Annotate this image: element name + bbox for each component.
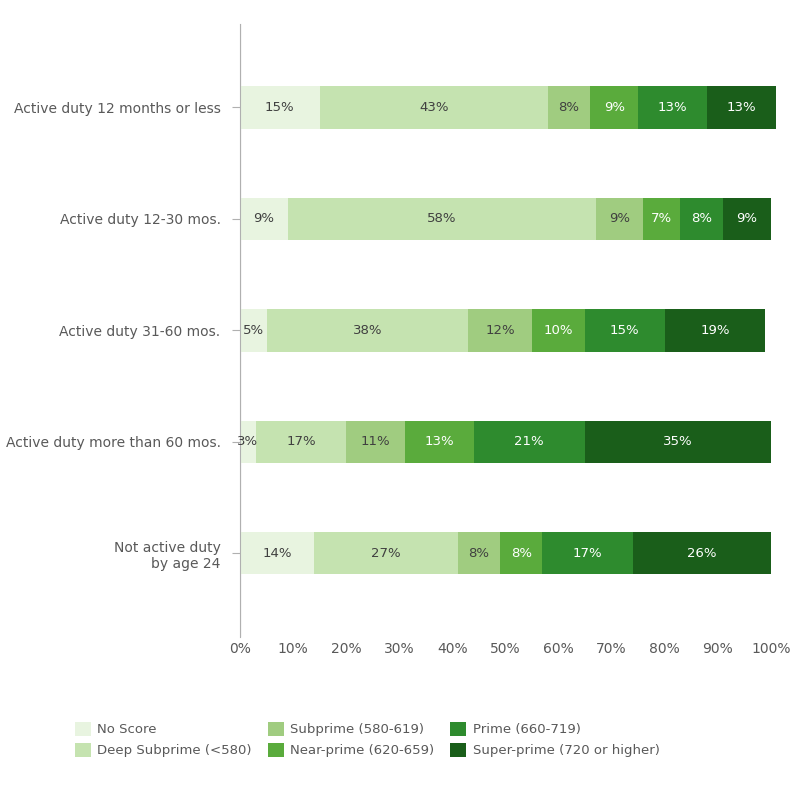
Text: 9%: 9% [736,213,758,225]
Bar [474,420,585,463]
Text: 13%: 13% [658,101,687,114]
Bar [320,86,548,129]
Text: 58%: 58% [427,213,457,225]
Bar [240,197,288,240]
Text: 17%: 17% [573,547,602,560]
Bar [723,197,770,240]
Text: 8%: 8% [558,101,579,114]
Bar [532,309,585,352]
Text: 15%: 15% [265,101,294,114]
Text: 12%: 12% [486,324,515,337]
Bar [681,197,723,240]
Bar [240,420,256,463]
Text: 9%: 9% [609,213,630,225]
Text: 10%: 10% [544,324,573,337]
Text: 7%: 7% [651,213,673,225]
Text: 15%: 15% [610,324,639,337]
Text: 9%: 9% [254,213,274,225]
Text: 43%: 43% [419,101,449,114]
Text: 13%: 13% [424,435,454,448]
Bar [468,309,532,352]
Bar [585,309,665,352]
Text: 27%: 27% [371,547,401,560]
Bar [542,532,633,575]
Bar [633,532,770,575]
Bar [595,197,643,240]
Text: 13%: 13% [726,101,756,114]
Bar [314,532,458,575]
Text: 19%: 19% [700,324,730,337]
Legend: No Score, Deep Subprime (<580), Subprime (580-619), Near-prime (620-659), Prime : No Score, Deep Subprime (<580), Subprime… [70,717,665,763]
Bar [256,420,346,463]
Bar [643,197,681,240]
Bar [638,86,707,129]
Bar [707,86,776,129]
Bar [590,86,638,129]
Text: 35%: 35% [663,435,693,448]
Bar [405,420,474,463]
Text: 5%: 5% [242,324,264,337]
Text: 26%: 26% [687,547,717,560]
Bar [585,420,770,463]
Text: 17%: 17% [286,435,316,448]
Bar [240,532,314,575]
Text: 8%: 8% [691,213,712,225]
Text: 14%: 14% [262,547,292,560]
Text: 3%: 3% [238,435,258,448]
Text: 9%: 9% [604,101,625,114]
Bar [500,532,542,575]
Text: 8%: 8% [468,547,490,560]
Bar [240,86,320,129]
Text: 38%: 38% [353,324,382,337]
Text: 8%: 8% [510,547,532,560]
Bar [288,197,595,240]
Bar [240,309,266,352]
Bar [346,420,405,463]
Bar [548,86,590,129]
Bar [665,309,766,352]
Text: 11%: 11% [361,435,390,448]
Bar [458,532,500,575]
Bar [266,309,468,352]
Text: 21%: 21% [514,435,544,448]
